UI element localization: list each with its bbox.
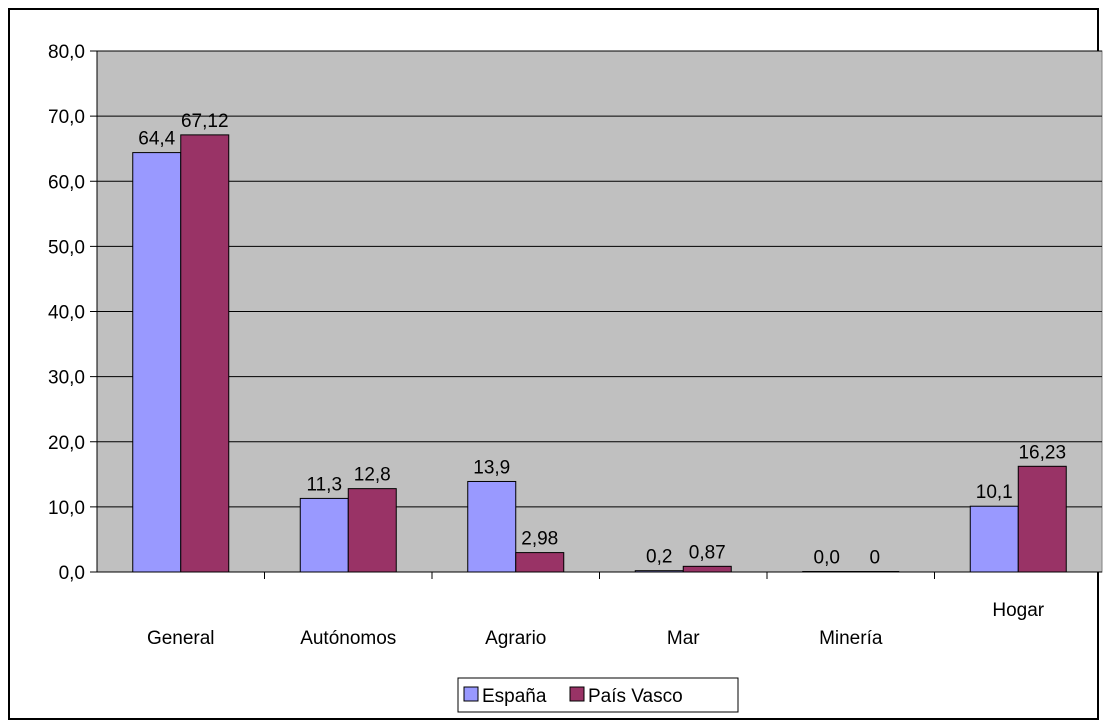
x-category-label: General [147, 628, 215, 649]
legend-swatch [569, 686, 585, 702]
y-tick-label: 60,0 [48, 172, 85, 193]
x-category-label: Agrario [485, 628, 546, 649]
bar-espana [802, 571, 852, 573]
data-label: 11,3 [306, 474, 342, 495]
data-label: 0,0 [814, 548, 840, 569]
bar-pais-vasco [347, 488, 397, 573]
bar-pais-vasco [682, 565, 732, 573]
data-label: 0 [869, 548, 880, 569]
data-label: 2,98 [521, 529, 558, 550]
bar-pais-vasco [515, 552, 565, 573]
y-tick-label: 10,0 [48, 498, 85, 519]
bar-espana [634, 570, 684, 573]
legend-label: País Vasco [588, 686, 683, 707]
data-label: 12,8 [354, 465, 391, 486]
data-label: 16,23 [1018, 442, 1066, 463]
data-label: 64,4 [138, 129, 175, 150]
y-tick-label: 40,0 [48, 303, 85, 324]
x-category-label: Mar [667, 628, 700, 649]
x-category-label: Hogar [992, 600, 1044, 621]
y-tick-label: 20,0 [48, 433, 85, 454]
legend [457, 677, 739, 713]
y-tick-label: 0,0 [59, 563, 85, 584]
bar-espana [969, 505, 1019, 573]
data-label: 67,12 [181, 111, 229, 132]
y-tick-label: 70,0 [48, 107, 85, 128]
x-category-label: Minería [819, 628, 883, 649]
bar-pais-vasco [850, 571, 900, 573]
data-label: 10,1 [976, 482, 1013, 503]
y-tick-label: 80,0 [48, 42, 85, 63]
bar-pais-vasco [1017, 465, 1067, 573]
legend-swatch [463, 686, 479, 702]
y-tick-label: 30,0 [48, 368, 85, 389]
bar-espana [467, 480, 517, 573]
data-label: 0,87 [689, 542, 726, 563]
bar-pais-vasco [180, 134, 230, 573]
data-label: 13,9 [473, 457, 510, 478]
bar-espana [132, 152, 182, 573]
x-category-label: Autónomos [300, 628, 396, 649]
legend-label: España [482, 686, 547, 707]
y-tick-label: 50,0 [48, 237, 85, 258]
bar-espana [299, 497, 349, 573]
data-label: 0,2 [646, 547, 672, 568]
